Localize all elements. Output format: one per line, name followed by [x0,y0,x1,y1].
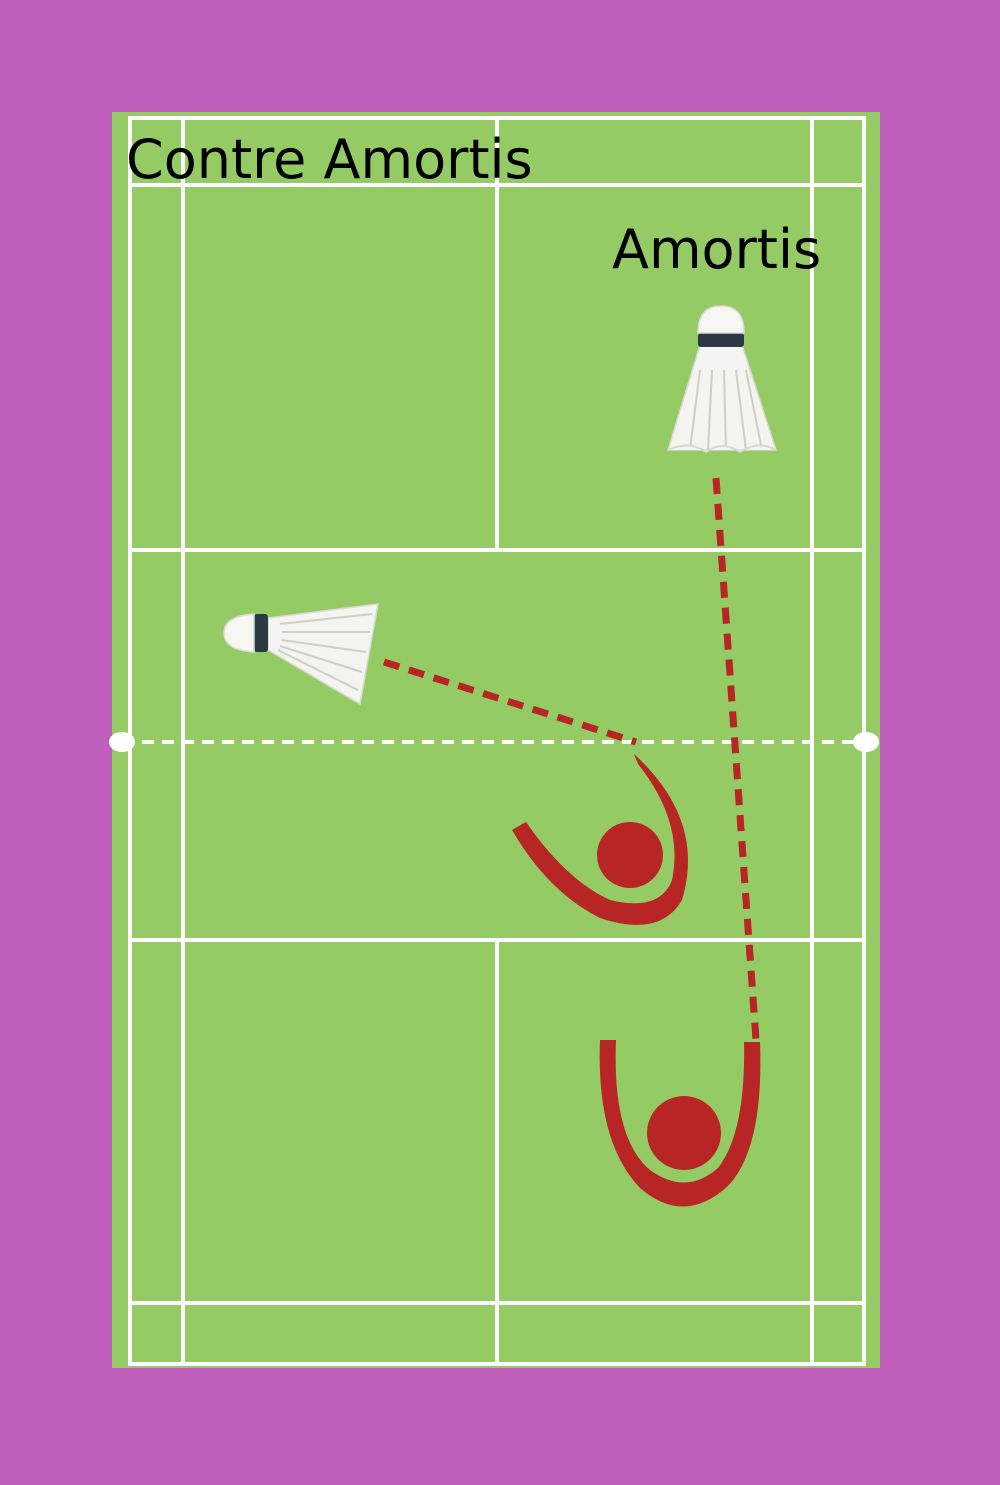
shuttle-band [254,614,268,652]
trajectory-amortis [712,477,760,1041]
player-head [597,822,663,888]
trajectory-contre-amortis [382,658,638,746]
player-body [599,1040,761,1207]
shuttle-cork [697,305,745,334]
player-body [512,754,688,925]
shuttle-band [698,333,744,347]
net-dashed-line [109,732,879,752]
player-head [647,1096,721,1170]
shuttle-contre-amortis [223,603,379,706]
shuttle-cork [223,613,255,653]
player-near-net [512,754,688,925]
label-contre-amortis: Contre Amortis [126,128,533,191]
net-post-right [853,732,879,752]
net-post-left [109,732,135,752]
label-amortis: Amortis [612,218,821,281]
player-rear-court [599,1040,761,1207]
shuttle-amortis [666,305,778,454]
